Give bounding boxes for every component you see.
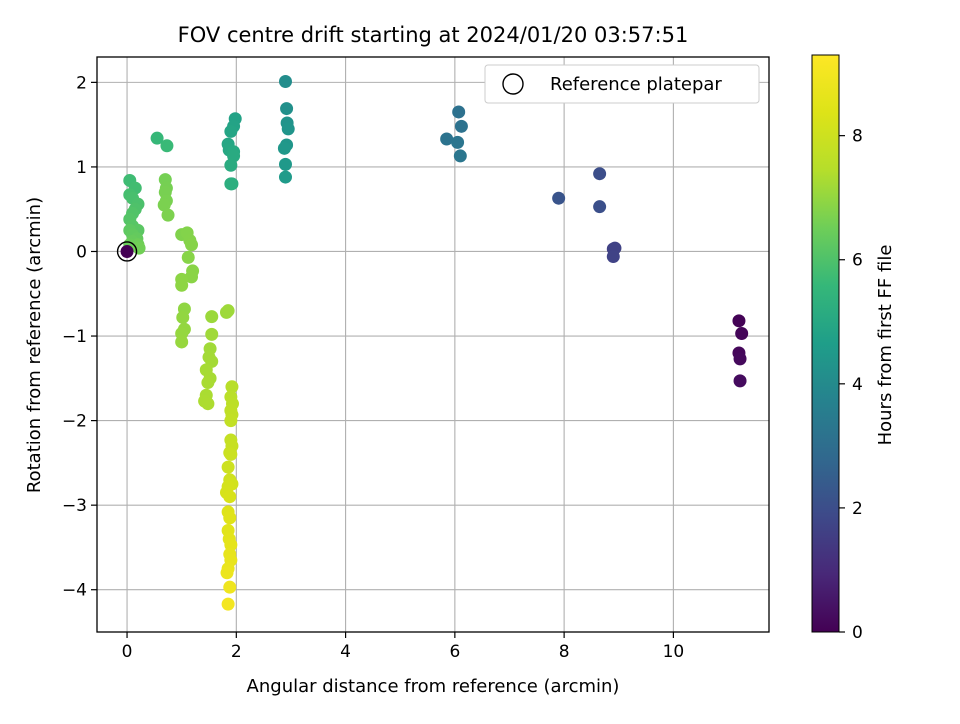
x-axis-ticks: 0 2 4 6 8 10 bbox=[122, 632, 685, 662]
y-axis-label: Rotation from reference (arcmin) bbox=[24, 197, 45, 493]
data-point bbox=[120, 244, 134, 258]
data-point bbox=[552, 191, 566, 205]
data-point bbox=[220, 566, 234, 580]
chart-title: FOV centre drift starting at 2024/01/20 … bbox=[178, 23, 689, 47]
colorbar-tick-label: 0 bbox=[852, 623, 863, 643]
data-point bbox=[205, 310, 219, 324]
data-point bbox=[224, 158, 238, 172]
y-tick-label: −4 bbox=[62, 581, 87, 601]
colorbar: 0 2 4 6 8 Hours from first FF file bbox=[811, 54, 896, 643]
data-point bbox=[224, 177, 238, 191]
data-point bbox=[453, 149, 467, 163]
colorbar-gradient bbox=[811, 54, 840, 633]
x-tick-label: 4 bbox=[340, 642, 351, 662]
data-point bbox=[225, 380, 239, 394]
data-point bbox=[224, 447, 238, 461]
data-point bbox=[224, 124, 238, 138]
data-point bbox=[185, 270, 199, 284]
colorbar-tick-label: 8 bbox=[852, 127, 863, 147]
data-point bbox=[160, 139, 174, 153]
legend-label-reference: Reference platepar bbox=[550, 74, 722, 95]
legend-marker-reference bbox=[502, 73, 524, 95]
data-point bbox=[185, 238, 199, 252]
data-point bbox=[278, 170, 292, 184]
data-point bbox=[223, 511, 237, 525]
data-point bbox=[281, 122, 295, 136]
data-point bbox=[224, 414, 238, 428]
data-point bbox=[280, 102, 294, 116]
data-point bbox=[221, 597, 235, 611]
data-point bbox=[593, 167, 607, 181]
colorbar-tick-label: 6 bbox=[852, 251, 863, 271]
data-point bbox=[175, 335, 189, 349]
x-tick-label: 10 bbox=[663, 642, 685, 662]
x-tick-label: 8 bbox=[559, 642, 570, 662]
y-tick-label: −2 bbox=[62, 412, 87, 432]
x-tick-label: 6 bbox=[449, 642, 460, 662]
x-axis-label: Angular distance from reference (arcmin) bbox=[247, 676, 620, 697]
data-point bbox=[733, 352, 747, 366]
data-point bbox=[452, 105, 466, 119]
data-point bbox=[278, 157, 292, 171]
y-tick-label: −3 bbox=[62, 496, 87, 516]
data-points bbox=[116, 75, 749, 611]
data-point bbox=[223, 580, 237, 594]
data-point bbox=[161, 208, 175, 222]
colorbar-tick-label: 4 bbox=[852, 375, 863, 395]
data-point bbox=[732, 314, 746, 328]
data-point bbox=[440, 132, 454, 146]
data-point bbox=[175, 278, 189, 292]
colorbar-label: Hours from first FF file bbox=[875, 245, 896, 446]
plot-area-frame bbox=[96, 56, 770, 633]
legend: Reference platepar bbox=[484, 64, 760, 104]
data-point bbox=[593, 200, 607, 214]
x-tick-label: 0 bbox=[122, 642, 133, 662]
colorbar-ticks: 0 2 4 6 8 bbox=[839, 127, 863, 643]
data-point bbox=[205, 327, 219, 341]
y-tick-label: 1 bbox=[76, 158, 87, 178]
data-point bbox=[733, 374, 747, 388]
reference-platepar-marker bbox=[116, 241, 138, 262]
colorbar-tick-label: 2 bbox=[852, 499, 863, 519]
data-point bbox=[201, 376, 215, 390]
data-point bbox=[451, 135, 465, 149]
x-tick-label: 2 bbox=[231, 642, 242, 662]
y-axis-ticks: 2 1 0 −1 −2 −3 −4 bbox=[62, 73, 97, 601]
data-point bbox=[221, 304, 235, 318]
y-tick-label: −1 bbox=[62, 327, 87, 347]
legend-box bbox=[484, 64, 760, 104]
data-point bbox=[454, 119, 468, 133]
data-point bbox=[201, 397, 215, 411]
data-point bbox=[176, 310, 190, 324]
data-point bbox=[221, 460, 235, 474]
data-point bbox=[735, 327, 749, 341]
data-point bbox=[132, 241, 146, 255]
data-point bbox=[181, 250, 195, 264]
data-point bbox=[606, 250, 620, 264]
data-point bbox=[277, 141, 291, 155]
data-point bbox=[278, 75, 292, 89]
y-tick-label: 0 bbox=[76, 242, 87, 262]
data-point bbox=[150, 131, 164, 145]
grid-lines bbox=[97, 57, 769, 632]
data-point bbox=[223, 490, 237, 504]
data-point bbox=[157, 198, 171, 212]
y-tick-label: 2 bbox=[76, 73, 87, 93]
